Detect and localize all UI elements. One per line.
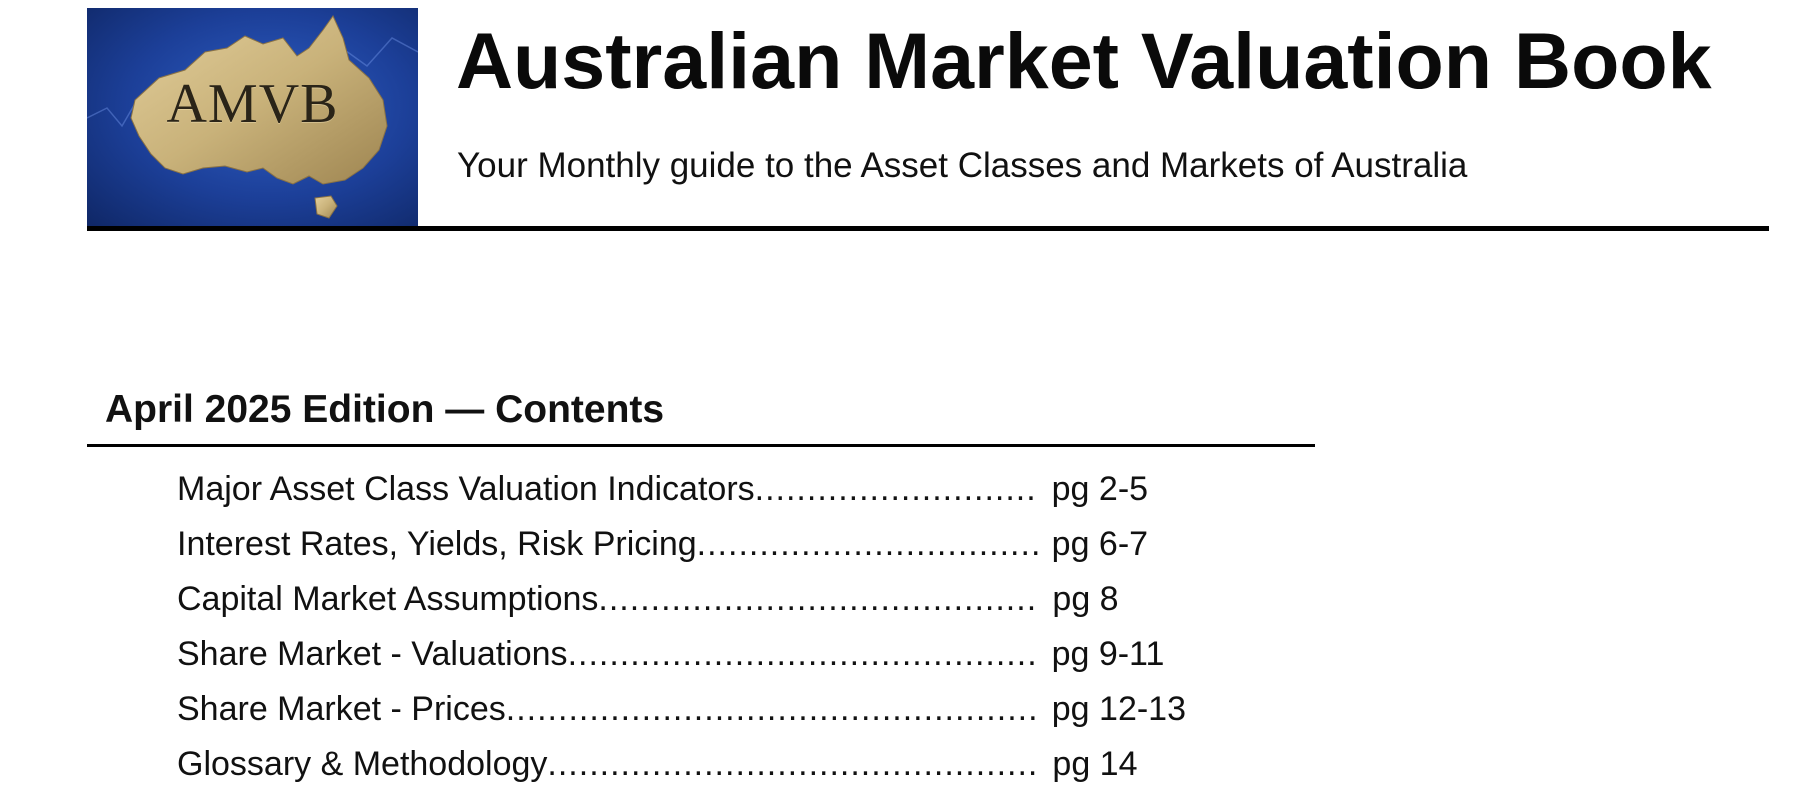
contents-heading: April 2025 Edition — Contents (105, 388, 665, 431)
page-subtitle: Your Monthly guide to the Asset Classes … (457, 146, 1468, 185)
toc-leader-dots: ........................... (754, 470, 1037, 508)
toc-item-asset-class-indicators[interactable]: Major Asset Class Valuation Indicators .… (177, 470, 1186, 525)
toc-leader-dots: ........................................… (547, 745, 1041, 783)
toc-item-label: Share Market - Valuations (177, 635, 568, 673)
toc-item-label: Share Market - Prices (177, 690, 506, 728)
table-of-contents: Major Asset Class Valuation Indicators .… (177, 470, 1186, 800)
header-divider (87, 226, 1769, 231)
australia-map-icon (87, 15, 418, 219)
toc-item-page: pg 14 (1052, 745, 1138, 783)
contents-divider (87, 444, 1315, 447)
toc-item-glossary[interactable]: Glossary & Methodology .................… (177, 745, 1186, 800)
toc-leader-dots: ................................. (696, 525, 1040, 563)
toc-item-share-prices[interactable]: Share Market - Prices ..................… (177, 690, 1186, 745)
toc-item-page: pg 2-5 (1051, 470, 1149, 508)
toc-item-capital-market-assumptions[interactable]: Capital Market Assumptions .............… (177, 580, 1186, 635)
toc-item-label: Major Asset Class Valuation Indicators (177, 470, 755, 508)
toc-item-interest-rates[interactable]: Interest Rates, Yields, Risk Pricing ...… (177, 525, 1186, 580)
toc-item-page: pg 8 (1052, 580, 1119, 618)
toc-leader-dots: ........................................… (567, 635, 1040, 673)
toc-item-label: Glossary & Methodology (177, 745, 548, 783)
logo-text: AMVB (166, 73, 339, 135)
page-title: Australian Market Valuation Book (456, 16, 1712, 105)
toc-item-label: Capital Market Assumptions (177, 580, 599, 618)
toc-leader-dots: ........................................… (505, 690, 1040, 728)
toc-item-share-valuations[interactable]: Share Market - Valuations ..............… (177, 635, 1186, 690)
toc-item-page: pg 12-13 (1051, 690, 1186, 728)
toc-item-label: Interest Rates, Yields, Risk Pricing (177, 525, 697, 563)
toc-item-page: pg 9-11 (1051, 635, 1165, 673)
toc-item-page: pg 6-7 (1051, 525, 1149, 563)
amvb-logo: AMVB (87, 8, 418, 226)
toc-leader-dots: ........................................… (598, 580, 1041, 618)
